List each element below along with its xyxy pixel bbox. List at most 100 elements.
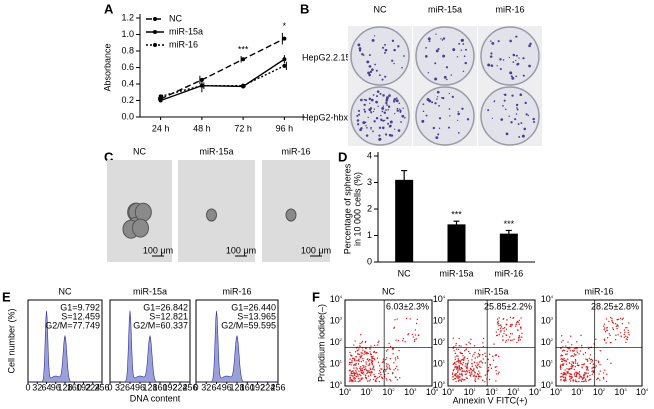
event [496, 323, 499, 325]
y-tick-label: 101 [330, 359, 343, 369]
event [351, 380, 353, 383]
event [360, 360, 363, 363]
event [578, 353, 580, 355]
event [394, 319, 396, 321]
event [394, 357, 396, 359]
event [454, 378, 456, 380]
colony [489, 40, 492, 42]
y-axis-label: Cell number (%) [6, 308, 16, 373]
tick-exponent: 2 [340, 337, 343, 342]
event [463, 358, 465, 361]
event [589, 354, 592, 356]
colony [370, 98, 374, 102]
event [505, 339, 507, 342]
y-axis-label: Propidium iodide(–) [316, 304, 326, 382]
event [462, 361, 464, 364]
colony [432, 126, 435, 130]
colony [393, 99, 395, 102]
tick-exponent: 0 [560, 387, 563, 392]
event [353, 378, 355, 381]
x-tick-label: 256 [270, 382, 285, 392]
x-tick-label: 96 [51, 382, 61, 392]
colony [457, 119, 459, 121]
tick-base: 10 [433, 380, 443, 390]
event [467, 360, 470, 362]
event [495, 369, 497, 372]
event [397, 339, 400, 342]
event [413, 340, 416, 343]
colony [435, 49, 439, 53]
event [609, 341, 612, 344]
tick-base: 10 [330, 337, 340, 347]
event [467, 362, 469, 364]
event [363, 365, 365, 367]
event [482, 337, 485, 340]
event [569, 372, 571, 375]
colony [382, 94, 385, 97]
event [388, 365, 391, 367]
colony [511, 76, 515, 80]
event [587, 372, 589, 375]
event [500, 331, 502, 333]
colony [376, 90, 380, 93]
event [497, 320, 499, 322]
colony [382, 105, 384, 107]
event [359, 366, 362, 368]
event [573, 349, 575, 352]
event [378, 372, 380, 375]
point [158, 94, 163, 99]
colony [385, 99, 389, 102]
x-tick-label: 48 h [193, 123, 211, 133]
event [563, 372, 565, 375]
colony [489, 55, 493, 58]
event [464, 365, 467, 367]
colony [397, 45, 400, 48]
event [459, 362, 461, 365]
tick-base: 10 [541, 380, 551, 390]
event [582, 374, 585, 377]
event [466, 366, 468, 369]
event [576, 351, 579, 354]
event [612, 322, 615, 324]
series-line [160, 58, 285, 102]
x-tick-label: 24 h [152, 123, 170, 133]
event [354, 359, 356, 362]
event [614, 322, 617, 325]
colony [383, 119, 386, 122]
colony [394, 128, 396, 130]
event [566, 350, 568, 353]
event [615, 325, 618, 328]
colony [383, 111, 386, 114]
event [498, 317, 500, 319]
event [602, 378, 605, 380]
event [589, 362, 592, 365]
tick-exponent: 2 [603, 387, 606, 392]
event [452, 376, 454, 378]
tick-exponent: 2 [392, 387, 395, 392]
x-tick-label: 256 [94, 382, 109, 392]
plot-frame [555, 299, 643, 387]
colony [381, 110, 384, 113]
event [562, 376, 565, 378]
colony [510, 121, 513, 124]
event [578, 371, 581, 373]
event [560, 368, 562, 370]
event [612, 327, 614, 329]
colony [490, 64, 494, 67]
event [365, 361, 367, 363]
colony [522, 57, 525, 60]
event [459, 361, 462, 363]
event [562, 358, 564, 361]
event [373, 369, 375, 371]
event [561, 350, 564, 352]
event [560, 364, 562, 366]
event [351, 355, 353, 357]
plot-title: miR-16 [584, 286, 613, 296]
event [471, 359, 473, 361]
event [363, 373, 365, 375]
histogram [28, 310, 102, 383]
event [369, 364, 371, 366]
x-tick-label: 160 [152, 382, 167, 392]
event [516, 320, 519, 323]
event [354, 372, 357, 375]
